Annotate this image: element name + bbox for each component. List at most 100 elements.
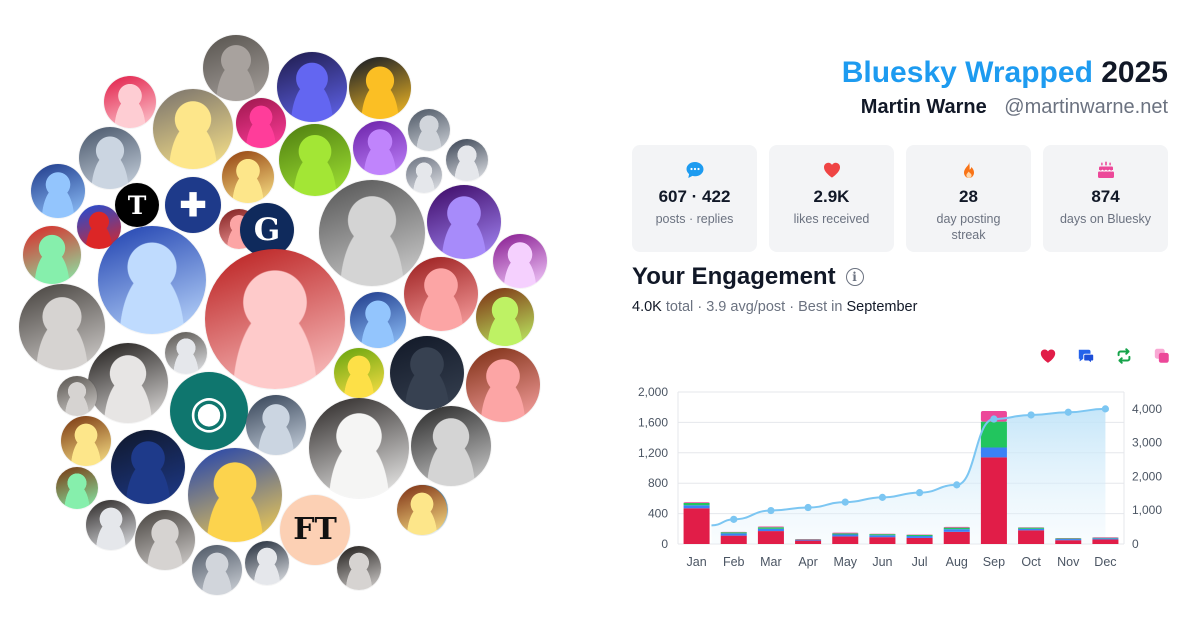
logo-avatar[interactable]: FT bbox=[280, 495, 350, 565]
bar-segment bbox=[795, 539, 822, 541]
avatar[interactable] bbox=[31, 164, 85, 218]
logo-avatar[interactable]: T bbox=[115, 183, 159, 227]
avatar[interactable] bbox=[245, 541, 289, 585]
avatar[interactable] bbox=[349, 57, 411, 119]
bar-segment bbox=[683, 508, 710, 544]
stats-row: 607 · 422 posts · replies 2.9K likes rec… bbox=[632, 145, 1168, 252]
x-tick-label: Mar bbox=[760, 555, 782, 569]
avatar[interactable] bbox=[153, 89, 233, 169]
avatar[interactable] bbox=[188, 448, 282, 542]
logo-mark: FT bbox=[293, 512, 337, 547]
engagement-avg: 3.9 avg/post bbox=[706, 299, 786, 315]
avatar[interactable] bbox=[309, 398, 409, 498]
avatar[interactable] bbox=[104, 76, 156, 128]
bar-segment bbox=[720, 532, 747, 534]
avatar[interactable] bbox=[222, 151, 274, 203]
avatar[interactable] bbox=[404, 257, 478, 331]
cumulative-point bbox=[1027, 411, 1035, 419]
avatar[interactable] bbox=[466, 348, 540, 422]
avatar[interactable] bbox=[205, 249, 345, 389]
bar-segment bbox=[832, 534, 859, 537]
x-tick-label: May bbox=[833, 555, 857, 569]
avatar[interactable] bbox=[192, 545, 242, 595]
flame-icon bbox=[958, 159, 980, 181]
engagement-best-prefix: Best in bbox=[798, 299, 843, 315]
logo-avatar[interactable]: ◉ bbox=[170, 372, 248, 450]
stat-value: 28 bbox=[959, 187, 978, 206]
avatar[interactable] bbox=[88, 343, 168, 423]
x-tick-label: Feb bbox=[723, 555, 745, 569]
avatar[interactable] bbox=[79, 127, 141, 189]
avatar[interactable] bbox=[98, 226, 206, 334]
avatar[interactable] bbox=[390, 336, 464, 410]
bar-segment bbox=[1018, 530, 1045, 544]
avatar[interactable] bbox=[397, 485, 447, 535]
avatar[interactable] bbox=[86, 500, 136, 550]
bar-segment bbox=[683, 502, 710, 506]
avatar[interactable] bbox=[57, 376, 97, 416]
x-tick-label: Nov bbox=[1057, 555, 1080, 569]
y-tick-label: 400 bbox=[648, 507, 668, 521]
heart-icon[interactable] bbox=[1038, 346, 1058, 366]
avatar[interactable] bbox=[353, 121, 407, 175]
avatar[interactable] bbox=[246, 395, 306, 455]
avatar[interactable] bbox=[23, 226, 81, 284]
repost-icon[interactable] bbox=[1114, 346, 1134, 366]
quote-icon[interactable] bbox=[1152, 346, 1172, 366]
bar-segment bbox=[1018, 528, 1045, 531]
logo-mark: G bbox=[253, 211, 281, 248]
avatar[interactable] bbox=[61, 416, 111, 466]
avatar[interactable] bbox=[446, 139, 488, 181]
avatar[interactable] bbox=[135, 510, 195, 570]
bar-segment bbox=[683, 505, 710, 509]
stat-value: 607 · 422 bbox=[658, 187, 731, 206]
avatar[interactable] bbox=[427, 185, 501, 259]
heart-icon bbox=[821, 159, 843, 181]
avatar[interactable] bbox=[203, 35, 269, 101]
x-tick-label: Jun bbox=[872, 555, 892, 569]
bar-segment bbox=[1055, 540, 1082, 544]
avatar[interactable] bbox=[337, 546, 381, 590]
bar-segment bbox=[1092, 538, 1119, 540]
chat-bubble-icon bbox=[684, 159, 706, 181]
avatar[interactable] bbox=[19, 284, 105, 370]
chart-legend bbox=[1038, 346, 1172, 366]
avatar[interactable] bbox=[279, 124, 351, 196]
avatar[interactable] bbox=[408, 109, 450, 151]
avatar[interactable] bbox=[56, 467, 98, 509]
reply-icon[interactable] bbox=[1076, 346, 1096, 366]
avatar[interactable] bbox=[493, 234, 547, 288]
engagement-total-label: total bbox=[665, 299, 694, 315]
y2-tick-label: 2,000 bbox=[1132, 469, 1162, 483]
avatar[interactable] bbox=[476, 288, 534, 346]
bar-segment bbox=[906, 534, 933, 537]
info-icon[interactable]: i bbox=[845, 268, 864, 286]
avatar[interactable] bbox=[319, 180, 425, 286]
logo-avatar[interactable]: G bbox=[240, 203, 294, 257]
cumulative-point bbox=[1064, 408, 1072, 416]
bar-segment bbox=[720, 533, 747, 536]
logo-avatar[interactable]: ✚ bbox=[165, 177, 221, 233]
x-tick-label: Dec bbox=[1094, 555, 1116, 569]
engagement-best-month: September bbox=[846, 299, 918, 315]
cumulative-point bbox=[1101, 405, 1110, 413]
avatar[interactable] bbox=[350, 292, 406, 348]
avatar[interactable] bbox=[111, 430, 185, 504]
bar-segment bbox=[1055, 538, 1082, 540]
cumulative-point bbox=[878, 493, 887, 501]
bar-segment bbox=[1092, 537, 1119, 539]
y2-tick-label: 0 bbox=[1132, 537, 1139, 551]
avatar[interactable] bbox=[411, 406, 491, 486]
year-title: 2025 bbox=[1101, 56, 1168, 89]
avatar[interactable] bbox=[236, 98, 286, 148]
bar-segment bbox=[832, 532, 859, 534]
stat-card-days: 874 days on Bluesky bbox=[1043, 145, 1168, 252]
engagement-heading: Your Engagement bbox=[632, 263, 836, 290]
user-info: Martin Warne @martinwarne.net bbox=[861, 96, 1168, 119]
bar-segment bbox=[757, 527, 784, 529]
avatar[interactable] bbox=[277, 52, 347, 122]
avatar[interactable] bbox=[165, 332, 207, 374]
avatar[interactable] bbox=[334, 348, 384, 398]
avatar[interactable] bbox=[406, 157, 442, 193]
bar-segment bbox=[943, 526, 970, 528]
